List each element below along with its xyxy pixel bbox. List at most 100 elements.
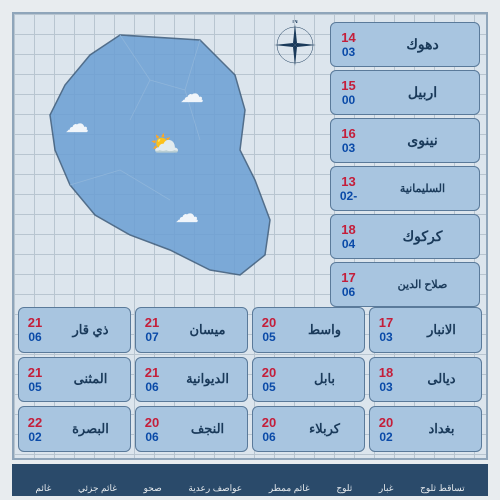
temp-low: 06	[28, 330, 41, 344]
city-box: كركوك1804	[330, 214, 480, 259]
temps: 1706	[331, 263, 366, 306]
temps: 1703	[370, 308, 402, 352]
temps: 1804	[331, 215, 366, 258]
temp-low: 03	[342, 45, 355, 59]
city-box: النجف2006	[135, 406, 248, 452]
weather-icon: ⛅	[150, 130, 180, 159]
city-box: الانبار1703	[369, 307, 482, 353]
temp-high: 15	[341, 78, 355, 93]
temp-low: 04	[342, 237, 355, 251]
city-name: البصرة	[51, 407, 130, 451]
city-box: بابل2005	[252, 357, 365, 403]
city-name: دهوك	[366, 23, 479, 66]
city-box: السليمانية13-02	[330, 166, 480, 211]
legend-item: غائم جزئي	[78, 483, 117, 494]
city-name: ذي قار	[51, 308, 130, 352]
temps: 2106	[19, 308, 51, 352]
temps: 2202	[19, 407, 51, 451]
city-name: نينوى	[366, 119, 479, 162]
temps: 2006	[136, 407, 168, 451]
temps: 2002	[370, 407, 402, 451]
city-name: ميسان	[168, 308, 247, 352]
city-name: واسط	[285, 308, 364, 352]
temps: 2006	[253, 407, 285, 451]
city-box: ديالى1803	[369, 357, 482, 403]
city-box: المثنى2105	[18, 357, 131, 403]
city-name: الانبار	[402, 308, 481, 352]
temp-low: 00	[342, 93, 355, 107]
temps: 1500	[331, 71, 366, 114]
temp-low: 07	[145, 330, 158, 344]
weather-icon: ☁	[180, 80, 204, 109]
city-name: بابل	[285, 358, 364, 402]
temp-low: 06	[342, 285, 355, 299]
city-box: البصرة2202	[18, 406, 131, 452]
temp-low: 06	[262, 430, 275, 444]
temp-low: -02	[340, 189, 357, 203]
temp-high: 17	[379, 315, 393, 330]
temp-low: 03	[379, 380, 392, 394]
temp-high: 18	[341, 222, 355, 237]
legend-item: ثلوج	[336, 483, 352, 494]
temp-high: 18	[379, 365, 393, 380]
city-name: السليمانية	[366, 167, 479, 210]
temp-high: 22	[28, 415, 42, 430]
legend-item: غائم	[35, 483, 51, 494]
temp-low: 02	[28, 430, 41, 444]
temp-high: 21	[28, 315, 42, 330]
city-box: بغداد2002	[369, 406, 482, 452]
weather-icon: ☁	[65, 110, 89, 139]
city-box: الديوانية 2106	[135, 357, 248, 403]
temp-low: 03	[342, 141, 355, 155]
legend-item: غائم ممطر	[269, 483, 310, 494]
temp-low: 06	[145, 430, 158, 444]
temps: 2105	[19, 358, 51, 402]
temp-high: 21	[28, 365, 42, 380]
temp-high: 20	[145, 415, 159, 430]
weather-legend: تساقط ثلوج غبار ثلوج غائم ممطر عواصف رعدية صح…	[12, 464, 488, 496]
temp-low: 05	[28, 380, 41, 394]
city-name: كربلاء	[285, 407, 364, 451]
temp-low: 06	[145, 380, 158, 394]
temp-low: 02	[379, 430, 392, 444]
city-name: الديوانية	[168, 358, 247, 402]
city-box: صلاح الدين1706	[330, 262, 480, 307]
city-name: المثنى	[51, 358, 130, 402]
temp-high: 16	[341, 126, 355, 141]
temp-high: 14	[341, 30, 355, 45]
bottom-cities-grid: الانبار1703واسط2005ميسان2107ذي قار2106دي…	[18, 307, 482, 452]
svg-text:N: N	[292, 20, 298, 25]
weather-map-container: ☁⛅☁☁ N دهوك1403اربيل1500نينوى1603السليما…	[0, 0, 500, 500]
side-cities-column: دهوك1403اربيل1500نينوى1603السليمانية13-0…	[330, 22, 480, 307]
temp-high: 20	[262, 415, 276, 430]
legend-item: تساقط ثلوج	[420, 483, 465, 494]
legend-item: عواصف رعدية	[188, 483, 242, 494]
city-box: واسط2005	[252, 307, 365, 353]
temps: 2005	[253, 358, 285, 402]
temp-high: 21	[145, 365, 159, 380]
iraq-map-svg	[20, 20, 300, 300]
city-name: بغداد	[402, 407, 481, 451]
temp-low: 05	[262, 330, 275, 344]
temp-high: 13	[341, 174, 355, 189]
legend-item: صحو	[144, 483, 162, 494]
city-box: كربلاء2006	[252, 406, 365, 452]
temps: 13-02	[331, 167, 366, 210]
temp-high: 21	[145, 315, 159, 330]
temps: 1403	[331, 23, 366, 66]
temps: 2107	[136, 308, 168, 352]
city-box: ميسان2107	[135, 307, 248, 353]
temp-high: 17	[341, 270, 355, 285]
compass-icon: N	[270, 20, 320, 70]
temp-low: 03	[379, 330, 392, 344]
temp-high: 20	[379, 415, 393, 430]
city-name: النجف	[168, 407, 247, 451]
legend-item: غبار	[379, 483, 394, 494]
iraq-map-area: ☁⛅☁☁	[20, 20, 300, 300]
weather-icon: ☁	[175, 200, 199, 229]
city-name: صلاح الدين	[366, 263, 479, 306]
temp-low: 05	[262, 380, 275, 394]
city-name: كركوك	[366, 215, 479, 258]
temp-high: 20	[262, 315, 276, 330]
temps: 2005	[253, 308, 285, 352]
